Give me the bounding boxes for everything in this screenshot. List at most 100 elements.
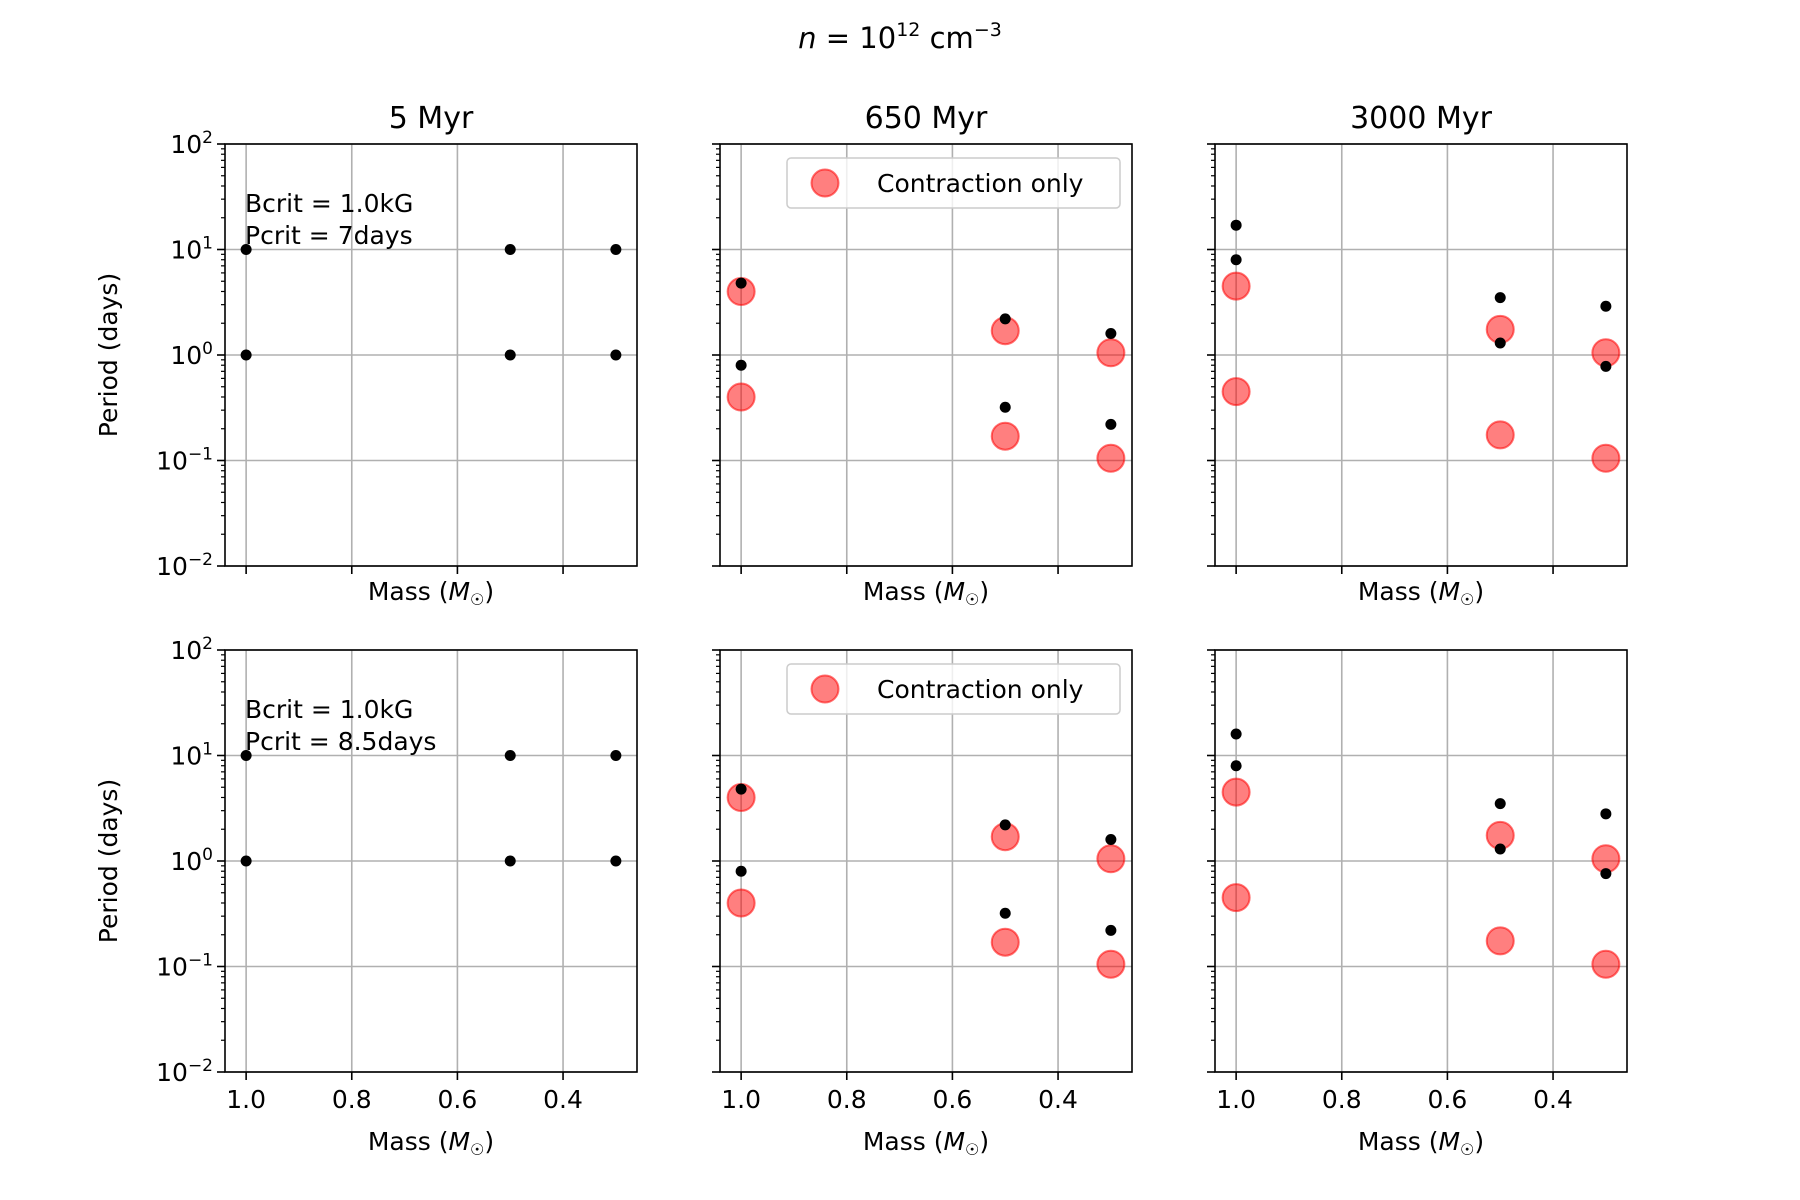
data-point [999, 401, 1011, 413]
x-axis-label: Mass (M☉) [368, 577, 494, 609]
model-point [1096, 338, 1126, 368]
y-tick-label: 100 [170, 339, 213, 370]
data-point [504, 244, 516, 255]
legend-label: Contraction only [877, 675, 1084, 704]
legend: Contraction only [786, 663, 1121, 715]
model-point [1221, 271, 1251, 301]
data-point [1105, 418, 1117, 430]
data-point [1230, 728, 1242, 740]
model-point [1096, 949, 1126, 979]
data-point [240, 349, 252, 361]
data-point [1105, 924, 1117, 936]
data-point [1494, 843, 1506, 855]
x-tick-label: 0.8 [1322, 1085, 1362, 1114]
y-tick-label: 10−2 [156, 1056, 213, 1087]
y-tick-label: 10−1 [156, 951, 213, 982]
x-tick-label: 0.6 [438, 1085, 478, 1114]
y-axis-label: Period (days) [94, 779, 123, 943]
x-tick-label: 0.6 [1428, 1085, 1468, 1114]
data-point [735, 865, 747, 877]
axes-frame [719, 143, 1133, 567]
x-tick-label: 1.0 [226, 1085, 266, 1114]
y-tick-label: 101 [170, 234, 213, 265]
data-point [504, 349, 516, 361]
model-point [1096, 844, 1126, 874]
data-point [735, 359, 747, 371]
axes-frame [719, 649, 1133, 1073]
subplot: 1.0 0.8 0.6 0.4 Mass (M☉) Contraction only [712, 649, 1133, 1159]
x-axis-label: Mass (M☉) [368, 1127, 494, 1159]
data-point [504, 750, 516, 761]
figure-suptitle: n = 1012 cm−3 [798, 19, 1002, 55]
model-point [1485, 420, 1515, 450]
data-point [610, 244, 622, 255]
y-tick-label: 10−2 [156, 550, 213, 581]
data-point [1600, 360, 1612, 372]
y-tick-label: 102 [170, 128, 213, 159]
x-tick-label: 0.8 [332, 1085, 372, 1114]
data-point [1230, 219, 1242, 231]
x-tick-label: 0.8 [827, 1085, 867, 1114]
x-tick-label: 0.6 [933, 1085, 973, 1114]
data-point [999, 819, 1011, 831]
data-point [1600, 300, 1612, 312]
subplot: 102 101 100 10−1 10−2 5 Myr Mass (M☉) Period (d… [94, 101, 638, 609]
annotation-text: Pcrit = 7days [245, 221, 413, 250]
x-tick-label: 0.4 [1533, 1085, 1573, 1114]
model-point [1221, 777, 1251, 807]
data-point [1494, 292, 1506, 304]
data-point [610, 855, 622, 867]
model-point [1096, 443, 1126, 473]
data-point [1105, 833, 1117, 845]
model-point [726, 382, 756, 412]
y-tick-label: 102 [170, 634, 213, 665]
annotation-text: Bcrit = 1.0kG [245, 695, 413, 724]
subplot-title: 5 Myr [389, 101, 474, 136]
data-point [1105, 327, 1117, 339]
data-point [735, 277, 747, 289]
x-tick-label: 1.0 [721, 1085, 761, 1114]
y-tick-label: 101 [170, 740, 213, 771]
subplot: 102 101 100 10−1 10−2 1.0 0.8 0.6 0.4 Mass (M☉) Pe… [94, 634, 638, 1159]
x-axis-label: Mass (M☉) [1358, 577, 1484, 609]
model-point [726, 888, 756, 918]
y-tick-label: 10−1 [156, 445, 213, 476]
model-point [1591, 443, 1621, 473]
y-axis-label: Period (days) [94, 273, 123, 437]
subplot: 1.0 0.8 0.6 0.4 Mass (M☉) [1207, 649, 1628, 1159]
model-point [1221, 377, 1251, 407]
model-point [990, 927, 1020, 957]
data-point [1494, 798, 1506, 810]
x-axis-label: Mass (M☉) [863, 577, 989, 609]
model-point [1485, 926, 1515, 956]
data-point [1230, 760, 1242, 772]
legend-box [786, 663, 1121, 715]
subplot: 650 Myr Mass (M☉) Contraction only [712, 101, 1133, 609]
data-point [999, 907, 1011, 919]
legend-label: Contraction only [877, 169, 1084, 198]
x-tick-label: 0.4 [543, 1085, 583, 1114]
x-axis-label: Mass (M☉) [863, 1127, 989, 1159]
data-point [610, 349, 622, 361]
annotation-text: Bcrit = 1.0kG [245, 189, 413, 218]
axes-frame [1214, 649, 1628, 1073]
data-point [610, 750, 622, 761]
axes-frame [1214, 143, 1628, 567]
data-point [1600, 868, 1612, 880]
data-point [735, 783, 747, 795]
data-point [240, 244, 252, 255]
data-point [1230, 254, 1242, 266]
subplot-title: 650 Myr [865, 101, 988, 136]
legend-box [786, 157, 1121, 209]
legend-marker [810, 674, 840, 704]
subplot-title: 3000 Myr [1350, 101, 1493, 136]
data-point [1494, 337, 1506, 349]
legend-marker [810, 168, 840, 198]
x-axis-label: Mass (M☉) [1358, 1127, 1484, 1159]
annotation-text: Pcrit = 8.5days [245, 727, 436, 756]
data-point [240, 855, 252, 867]
data-point [240, 750, 252, 761]
subplot: 3000 Myr Mass (M☉) [1207, 101, 1628, 609]
x-tick-label: 1.0 [1216, 1085, 1256, 1114]
